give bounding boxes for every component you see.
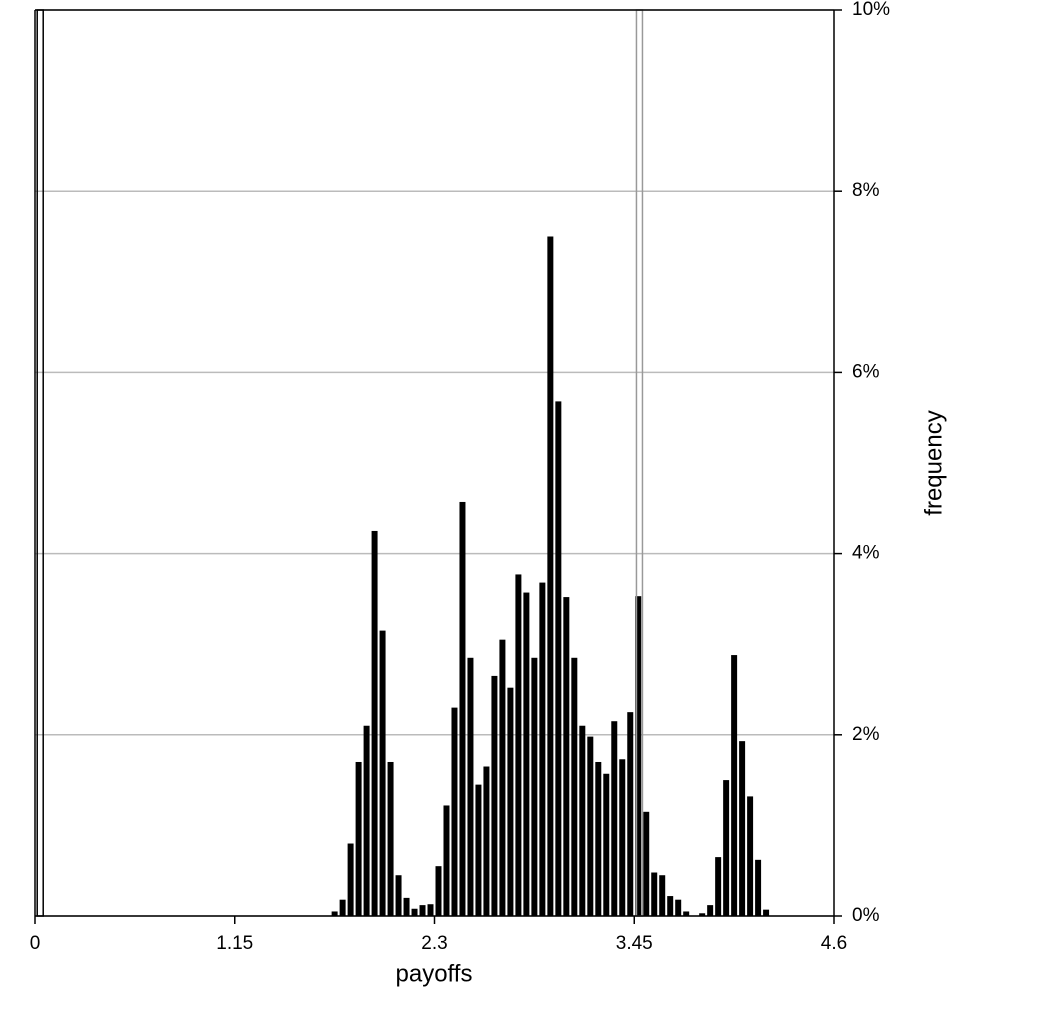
x-tick-label: 3.45: [616, 933, 653, 954]
bar: [395, 875, 402, 916]
bar: [419, 905, 426, 916]
bar: [611, 721, 618, 916]
bar: [355, 761, 362, 916]
y-tick-label: 2%: [852, 724, 880, 745]
bar: [451, 707, 458, 916]
bar: [683, 911, 690, 916]
bar: [427, 904, 434, 916]
bar: [619, 759, 626, 916]
bar: [363, 725, 370, 916]
bar: [539, 582, 546, 916]
bar: [707, 905, 714, 916]
y-tick-label: 4%: [852, 543, 880, 564]
bar: [347, 843, 354, 916]
bar: [523, 592, 530, 916]
x-tick-label: 2.3: [421, 933, 447, 954]
bar: [587, 736, 594, 916]
bar: [331, 911, 338, 916]
bar: [651, 872, 658, 916]
bar: [731, 655, 738, 916]
bar: [603, 773, 610, 916]
bar: [411, 908, 418, 916]
bar: [643, 811, 650, 916]
bar: [739, 741, 746, 916]
x-tick-label: 1.15: [216, 933, 253, 954]
bar: [339, 899, 346, 916]
y-tick-label: 0%: [852, 905, 880, 926]
y-tick-label: 6%: [852, 361, 880, 382]
bar: [491, 675, 498, 916]
bar: [459, 501, 466, 916]
bar: [635, 596, 642, 916]
bar: [763, 909, 770, 916]
bar: [475, 784, 482, 916]
bar: [403, 897, 410, 916]
bar: [547, 236, 554, 916]
reference-line: [36, 9, 44, 917]
bar: [715, 857, 722, 916]
bar: [667, 896, 674, 916]
bar: [747, 796, 754, 916]
y-tick-label: 10%: [852, 0, 890, 20]
bar: [483, 766, 490, 916]
bar: [699, 913, 706, 916]
bar: [571, 657, 578, 916]
bar: [579, 725, 586, 916]
bar: [659, 875, 666, 916]
bar: [627, 712, 634, 916]
bar: [467, 657, 474, 916]
bar: [371, 530, 378, 916]
bar: [507, 687, 514, 916]
bar: [595, 761, 602, 916]
bar: [499, 639, 506, 916]
x-tick-label: 0: [30, 933, 41, 954]
bar: [443, 805, 450, 916]
bar: [387, 761, 394, 916]
bar: [555, 401, 562, 917]
bar: [435, 866, 442, 916]
bar: [515, 574, 522, 916]
x-tick-label: 4.6: [821, 933, 847, 954]
bar: [675, 899, 682, 916]
bar: [379, 630, 386, 916]
y-tick-label: 8%: [852, 180, 880, 201]
y-axis-label: frequency: [920, 410, 947, 515]
x-axis-label: payoffs: [396, 960, 473, 987]
bar: [755, 859, 762, 916]
bar: [531, 657, 538, 916]
bar: [563, 597, 570, 916]
bar: [723, 780, 730, 916]
